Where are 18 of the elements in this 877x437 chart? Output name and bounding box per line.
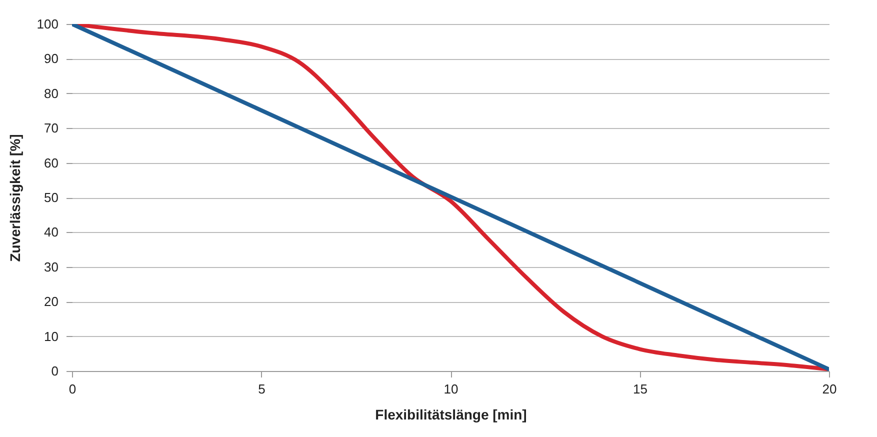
- x-axis-title: Flexibilitätslänge [min]: [375, 406, 527, 422]
- y-tick-label: 40: [44, 224, 58, 240]
- y-axis-title: Zuverlässigkeit [%]: [6, 134, 23, 262]
- y-tick-label: 30: [44, 259, 58, 274]
- y-tick-label: 20: [44, 294, 58, 310]
- y-tick-label: 50: [44, 190, 58, 205]
- y-tick-label: 80: [44, 86, 58, 101]
- x-tick-label: 15: [633, 382, 648, 396]
- y-tick-label: 0: [51, 364, 58, 378]
- x-tick-label: 5: [258, 382, 266, 396]
- y-tick-label: 60: [44, 155, 58, 170]
- y-tick-label: 90: [44, 51, 58, 66]
- x-tick-label: 10: [444, 382, 458, 396]
- x-tick-label: 0: [68, 382, 76, 396]
- y-tick-label: 70: [44, 120, 58, 136]
- x-tick-label: 20: [822, 382, 837, 396]
- y-tick-label: 10: [44, 328, 58, 344]
- y-tick-label: 100: [36, 16, 58, 32]
